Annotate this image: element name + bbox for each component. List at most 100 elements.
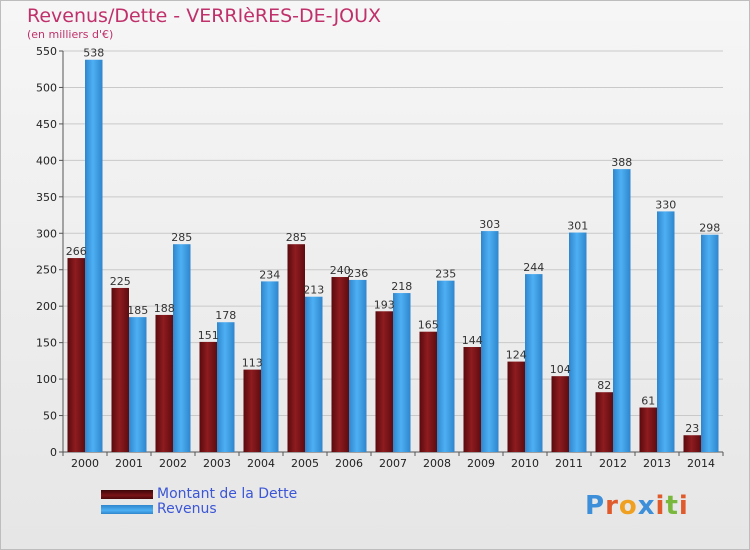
x-tick-label: 2014 (687, 457, 715, 470)
x-tick-label: 2013 (643, 457, 671, 470)
bar-revenus (569, 232, 587, 452)
logo-letter: x (637, 491, 656, 521)
bar-revenus (393, 293, 411, 452)
value-label-debt: 240 (330, 264, 351, 277)
value-label-debt: 61 (641, 395, 655, 408)
y-tick-label: 250 (36, 264, 57, 277)
bar-revenus (657, 211, 675, 452)
proxiti-logo: Proxiti (585, 491, 689, 521)
value-label-revenus: 235 (435, 268, 456, 281)
logo-letter: o (618, 491, 638, 521)
x-tick-label: 2011 (555, 457, 583, 470)
bar-debt (67, 258, 85, 452)
value-label-debt: 225 (110, 275, 131, 288)
x-tick-label: 2007 (379, 457, 407, 470)
y-tick-label: 0 (50, 446, 57, 459)
y-tick-label: 150 (36, 337, 57, 350)
bar-revenus (481, 231, 499, 452)
legend-label-debt: Montant de la Dette (157, 486, 298, 502)
y-tick-label: 400 (36, 154, 57, 167)
legend-swatch-debt (101, 490, 153, 499)
bar-revenus (701, 234, 719, 452)
value-label-revenus: 234 (259, 268, 280, 281)
y-tick-label: 450 (36, 118, 57, 131)
bar-revenus (217, 322, 235, 452)
value-label-debt: 124 (506, 349, 527, 362)
x-tick-label: 2006 (335, 457, 363, 470)
value-label-revenus: 388 (611, 156, 632, 169)
logo-letter: t (665, 491, 679, 521)
bar-debt (507, 361, 525, 452)
bar-revenus (261, 281, 279, 452)
bar-debt (331, 277, 349, 452)
bars (67, 59, 719, 453)
value-label-revenus: 538 (83, 47, 104, 60)
bar-debt (683, 435, 701, 452)
bar-revenus (437, 280, 455, 452)
bar-debt (199, 341, 217, 452)
x-tick-label: 2010 (511, 457, 539, 470)
value-label-debt: 165 (418, 319, 439, 332)
value-label-debt: 188 (154, 302, 175, 315)
bar-debt (243, 369, 261, 452)
value-label-revenus: 330 (655, 198, 676, 211)
y-tick-label: 200 (36, 300, 57, 313)
value-label-revenus: 298 (699, 222, 720, 235)
value-label-revenus: 303 (479, 218, 500, 231)
value-label-revenus: 285 (171, 231, 192, 244)
y-tick-label: 100 (36, 373, 57, 386)
bar-debt (375, 311, 393, 452)
logo-letter: P (585, 491, 606, 521)
value-label-debt: 82 (597, 379, 611, 392)
y-tick-label: 350 (36, 191, 57, 204)
bar-revenus (525, 274, 543, 452)
legend-label-revenus: Revenus (157, 501, 217, 517)
value-label-debt: 113 (242, 357, 263, 370)
bar-revenus (129, 317, 147, 452)
bar-debt (463, 347, 481, 452)
value-label-debt: 285 (286, 231, 307, 244)
value-label-debt: 104 (550, 363, 571, 376)
x-tick-label: 2000 (71, 457, 99, 470)
logo-letter: i (655, 491, 666, 521)
x-tick-label: 2009 (467, 457, 495, 470)
bar-debt (155, 314, 173, 452)
chart-title: Revenus/Dette - VERRIèRES-DE-JOUX (27, 5, 382, 27)
value-label-revenus: 213 (303, 284, 324, 297)
x-tick-label: 2002 (159, 457, 187, 470)
x-tick-label: 2012 (599, 457, 627, 470)
bar-revenus (305, 296, 323, 452)
value-label-revenus: 236 (347, 267, 368, 280)
value-label-debt: 23 (685, 422, 699, 435)
chart-subtitle: (en milliers d'€) (27, 28, 114, 41)
legend-swatch-revenus (101, 505, 153, 514)
bar-revenus (613, 169, 631, 452)
y-tick-label: 50 (43, 410, 57, 423)
bar-debt (287, 244, 305, 452)
bar-revenus (173, 244, 191, 452)
x-tick-label: 2005 (291, 457, 319, 470)
y-tick-label: 550 (36, 45, 57, 58)
value-label-revenus: 178 (215, 309, 236, 322)
bar-debt (419, 331, 437, 452)
bar-revenus (85, 59, 103, 453)
x-tick-label: 2004 (247, 457, 275, 470)
logo-letter: r (605, 491, 619, 521)
x-axis: 2000 2001 2002 2003 2004 2005 2006 2007 2008 2009… (62, 452, 724, 470)
bar-revenus (349, 279, 367, 452)
x-tick-label: 2003 (203, 457, 231, 470)
x-tick-label: 2001 (115, 457, 143, 470)
value-label-revenus: 301 (567, 220, 588, 233)
bar-debt (551, 376, 569, 452)
value-label-revenus: 244 (523, 261, 544, 274)
value-label-debt: 144 (462, 334, 483, 347)
value-label-debt: 193 (374, 298, 395, 311)
bar-debt (111, 287, 129, 452)
value-label-revenus: 185 (127, 304, 148, 317)
y-tick-label: 300 (36, 227, 57, 240)
bar-debt (595, 392, 613, 452)
bar-debt (639, 407, 657, 452)
